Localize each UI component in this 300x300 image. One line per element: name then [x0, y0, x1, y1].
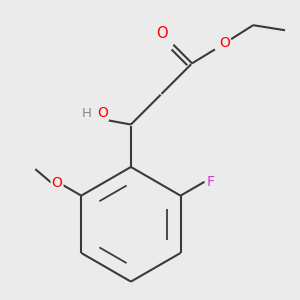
- Text: O: O: [157, 26, 168, 41]
- Text: O: O: [97, 106, 108, 121]
- Text: F: F: [207, 175, 215, 189]
- Text: O: O: [52, 176, 62, 190]
- Text: O: O: [219, 36, 230, 50]
- Text: H: H: [82, 107, 92, 120]
